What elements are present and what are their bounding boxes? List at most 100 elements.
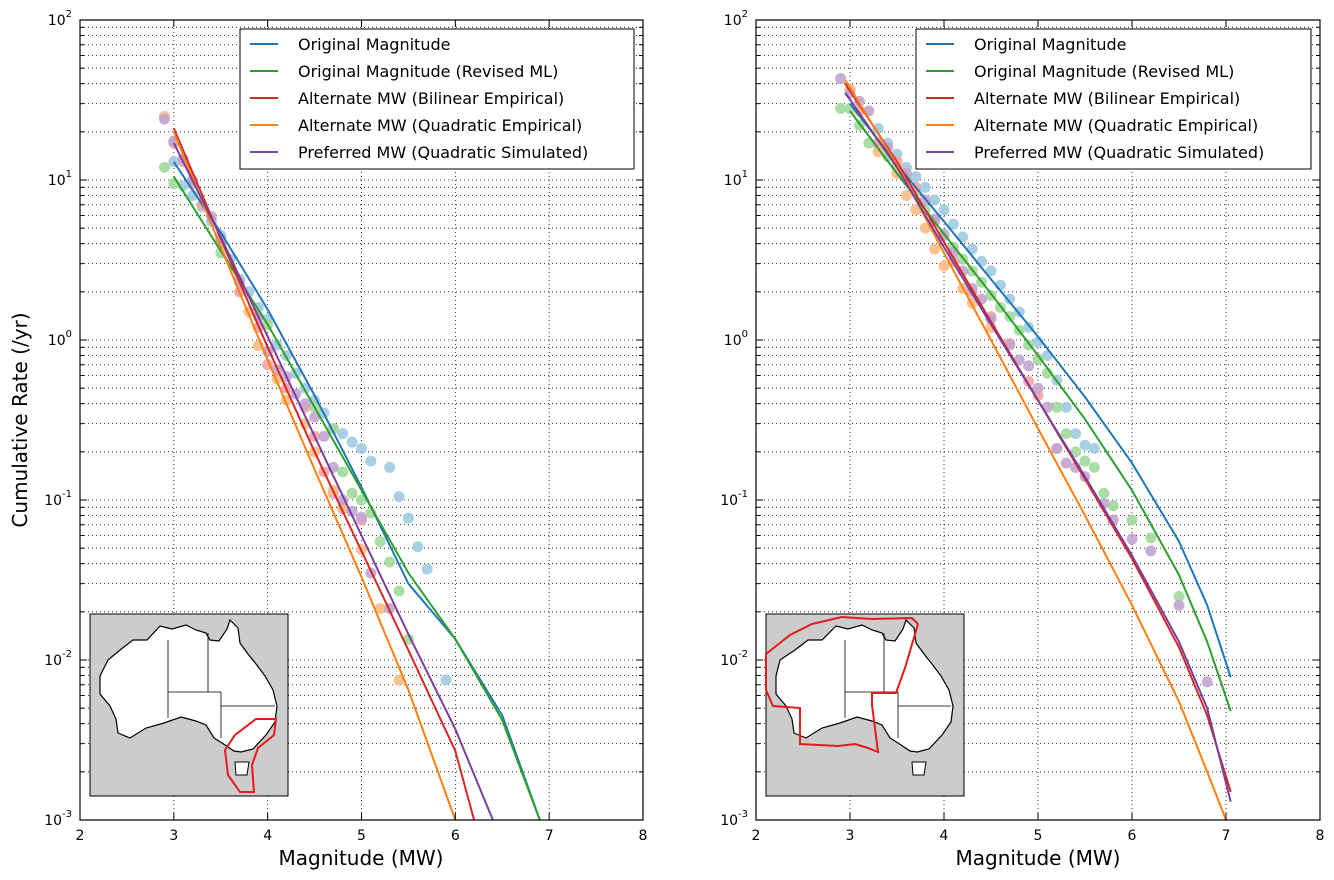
- left-grid: [80, 20, 643, 820]
- data-point: [158, 161, 170, 173]
- x-tick-label: 3: [169, 828, 178, 844]
- data-point: [1145, 545, 1157, 557]
- x-tick-label: 2: [76, 828, 85, 844]
- y-tick-label: 100: [48, 329, 72, 349]
- data-point: [835, 102, 847, 114]
- data-point: [1201, 676, 1213, 688]
- data-point: [929, 243, 941, 255]
- y-tick-label: 102: [724, 9, 748, 29]
- left-panel: 2 3 4 5 6 7 8 10-3 10-2 10-1 100 101 102 Original Ma…: [8, 9, 647, 870]
- data-point: [1023, 360, 1035, 372]
- series-line: [849, 103, 1232, 678]
- data-point: [346, 487, 358, 499]
- data-point: [938, 260, 950, 272]
- legend-label: Alternate MW (Quadratic Empirical): [298, 116, 582, 135]
- zone-boundary-icon: [223, 718, 278, 793]
- x-tick-label: 4: [940, 828, 949, 844]
- series-line: [172, 161, 541, 820]
- left-y-axis-label: Cumulative Rate (/yr): [8, 312, 32, 527]
- right-legend-box: [915, 28, 1312, 170]
- data-point: [1145, 532, 1157, 544]
- data-point: [1126, 533, 1138, 545]
- data-point: [365, 455, 377, 467]
- left-legend-box: [239, 28, 635, 170]
- series-line: [172, 142, 494, 820]
- data-point: [929, 194, 941, 206]
- data-point: [374, 536, 386, 548]
- data-point: [1004, 293, 1016, 305]
- x-tick-label: 3: [846, 828, 855, 844]
- tasmania-outline-icon: [911, 761, 927, 776]
- data-point: [910, 171, 922, 183]
- data-point: [356, 511, 367, 523]
- right-x-axis-label: Magnitude (MW): [956, 846, 1121, 870]
- left-x-axis-label: Magnitude (MW): [279, 846, 444, 870]
- series-line: [172, 131, 457, 820]
- legend-label: Alternate MW (Quadratic Empirical): [974, 116, 1258, 135]
- data-point: [356, 494, 367, 506]
- data-point: [938, 204, 950, 216]
- y-tick-label: 10-1: [720, 489, 748, 509]
- y-tick-label: 101: [724, 169, 748, 189]
- x-tick-label: 7: [545, 828, 554, 844]
- y-tick-label: 10-2: [44, 649, 72, 669]
- data-point: [356, 442, 367, 454]
- left-inset-map: [89, 613, 289, 797]
- left-series: [158, 110, 541, 820]
- data-point: [1060, 428, 1072, 440]
- data-point: [1051, 442, 1063, 454]
- data-point: [1051, 401, 1063, 413]
- left-plot-frame: [79, 19, 644, 821]
- data-point: [835, 73, 847, 85]
- data-point: [985, 265, 997, 277]
- data-point: [900, 190, 912, 202]
- y-tick-label: 100: [724, 329, 748, 349]
- zone-boundary-icon: [765, 615, 920, 754]
- data-point: [421, 563, 433, 575]
- y-tick-label: 10-2: [720, 649, 748, 669]
- legend-label: Original Magnitude (Revised ML): [298, 62, 558, 81]
- data-point: [346, 436, 358, 448]
- tasmania-outline-icon: [234, 761, 250, 776]
- legend-label: Original Magnitude: [974, 35, 1126, 54]
- data-point: [1023, 321, 1035, 333]
- data-point: [337, 428, 349, 440]
- data-point: [384, 461, 396, 473]
- right-inset-map: [765, 613, 965, 797]
- data-point: [1098, 487, 1110, 499]
- data-point: [1070, 446, 1082, 458]
- data-point: [1079, 455, 1091, 467]
- right-grid: [756, 20, 1320, 820]
- data-point: [919, 222, 931, 234]
- legend-label: Original Magnitude: [298, 35, 450, 54]
- right-panel: 2 3 4 5 6 7 8 10-3 10-2 10-1 100 101 102 Original Ma…: [720, 9, 1324, 870]
- data-point: [393, 585, 405, 597]
- legend-label: Preferred MW (Quadratic Simulated): [974, 143, 1264, 162]
- data-point: [1070, 428, 1082, 440]
- x-tick-label: 5: [1034, 828, 1043, 844]
- x-tick-label: 8: [1316, 828, 1325, 844]
- data-point: [1032, 353, 1044, 365]
- data-point: [158, 113, 170, 125]
- data-point: [393, 491, 405, 503]
- data-point: [1060, 401, 1072, 413]
- left-legend: Original Magnitude Original Magnitude (Re…: [239, 28, 635, 170]
- data-point: [393, 674, 405, 686]
- series-line: [172, 128, 476, 820]
- legend-label: Original Magnitude (Revised ML): [974, 62, 1234, 81]
- data-point: [919, 181, 931, 193]
- data-point: [374, 602, 386, 614]
- data-point: [872, 146, 884, 158]
- x-tick-label: 6: [1128, 828, 1137, 844]
- right-ticks: 2 3 4 5 6 7 8 10-3 10-2 10-1 100 101 102: [720, 9, 1324, 844]
- data-point: [412, 541, 424, 553]
- data-point: [1173, 590, 1185, 602]
- x-tick-label: 5: [357, 828, 366, 844]
- data-point: [384, 556, 396, 568]
- legend-label: Alternate MW (Bilinear Empirical): [974, 89, 1240, 108]
- data-point: [1032, 382, 1044, 394]
- data-point: [299, 398, 311, 410]
- x-tick-label: 7: [1222, 828, 1231, 844]
- data-point: [168, 156, 180, 168]
